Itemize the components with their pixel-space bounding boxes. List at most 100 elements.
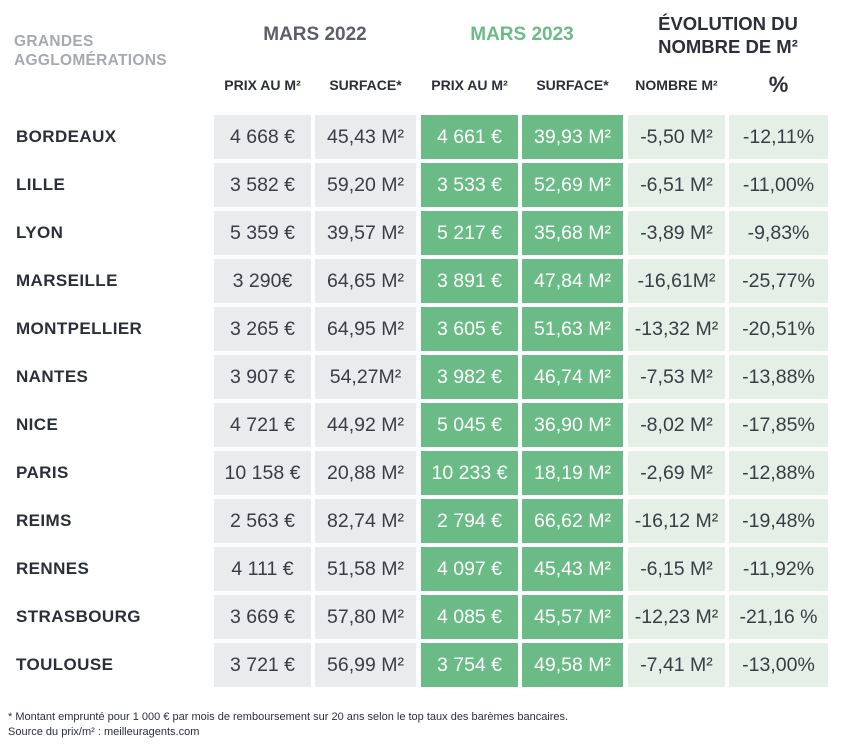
header-city-column: GRANDES AGGLOMÉRATIONS — [14, 33, 167, 69]
city-name: REIMS — [16, 511, 72, 530]
prix-2023-cell: 5 217 € — [421, 211, 518, 255]
percent-cell: -9,83% — [729, 211, 828, 255]
subheader-percent: % — [768, 72, 789, 97]
surface-2023-cell: 52,69 M² — [522, 163, 623, 207]
surface-2022-cell: 56,99 M² — [315, 643, 416, 687]
nombre-m2-cell: -7,41 M² — [628, 643, 725, 687]
table-row: MARSEILLE 3 290€ 64,65 M² 3 891 €47,84 M² -1… — [0, 259, 843, 307]
prix-2022-cell: 5 359 € — [214, 211, 311, 255]
prix-2022-cell: 2 563 € — [214, 499, 311, 543]
city-name: TOULOUSE — [16, 655, 114, 674]
table-row: NICE 4 721 €44,92 M² 5 045 €36,90 M² -8,02 … — [0, 403, 843, 451]
prix-2022-cell: 10 158 € — [214, 451, 311, 495]
table-row: REIMS 2 563 €82,74 M² 2 794 €66,62 M² -16,1… — [0, 499, 843, 547]
percent-cell: -21,16 % — [729, 595, 828, 639]
surface-2022-cell: 64,65 M² — [315, 259, 416, 303]
surface-2022-cell: 45,43 M² — [315, 115, 416, 159]
percent-cell: -12,88% — [729, 451, 828, 495]
prix-2023-cell: 4 661 € — [421, 115, 518, 159]
percent-cell: -11,00% — [729, 163, 828, 207]
prix-2022-cell: 3 721 € — [214, 643, 311, 687]
city-name: PARIS — [16, 463, 69, 482]
surface-2022-cell: 51,58 M² — [315, 547, 416, 591]
surface-2023-cell: 66,62 M² — [522, 499, 623, 543]
prix-2022-cell: 4 668 € — [214, 115, 311, 159]
prix-2023-cell: 3 533 € — [421, 163, 518, 207]
city-name: LILLE — [16, 175, 66, 194]
table-body: BORDEAUX 4 668 €45,43 M² 4 661 €39,93 M² -5… — [0, 115, 843, 691]
surface-2023-cell: 39,93 M² — [522, 115, 623, 159]
source-line: Source du prix/m² : meilleuragents.com — [8, 726, 200, 738]
percent-cell: -17,85% — [729, 403, 828, 447]
nombre-m2-cell: -6,51 M² — [628, 163, 725, 207]
surface-2022-cell: 57,80 M² — [315, 595, 416, 639]
surface-2023-cell: 51,63 M² — [522, 307, 623, 351]
percent-cell: -12,11% — [729, 115, 828, 159]
nombre-m2-cell: -16,12 M² — [628, 499, 725, 543]
surface-2022-cell: 54,27M² — [315, 355, 416, 399]
city-name: MONTPELLIER — [16, 319, 143, 338]
city-name: BORDEAUX — [16, 127, 117, 146]
prix-2022-cell: 3 265 € — [214, 307, 311, 351]
city-name: LYON — [16, 223, 64, 242]
prix-2023-cell: 10 233 € — [421, 451, 518, 495]
subheader-surface-2023: SURFACE* — [536, 77, 609, 93]
table-row: PARIS 10 158 €20,88 M² 10 233 €18,19 M² -2,… — [0, 451, 843, 499]
subheader-prix-2023: PRIX AU M² — [431, 77, 508, 93]
prix-2022-cell: 3 582 € — [214, 163, 311, 207]
subheader-surface-2022: SURFACE* — [329, 77, 402, 93]
nombre-m2-cell: -13,32 M² — [628, 307, 725, 351]
prix-2023-cell: 4 097 € — [421, 547, 518, 591]
prix-2023-cell: 4 085 € — [421, 595, 518, 639]
nombre-m2-cell: -6,15 M² — [628, 547, 725, 591]
nombre-m2-cell: -16,61M² — [628, 259, 725, 303]
header-mars-2023: MARS 2023 — [470, 24, 574, 45]
surface-2023-cell: 36,90 M² — [522, 403, 623, 447]
surface-2022-cell: 82,74 M² — [315, 499, 416, 543]
city-name: NANTES — [16, 367, 89, 386]
nombre-m2-cell: -2,69 M² — [628, 451, 725, 495]
header-evolution: ÉVOLUTION DU NOMBRE DE M² — [658, 13, 798, 57]
prix-2023-cell: 3 982 € — [421, 355, 518, 399]
prix-2023-cell: 3 891 € — [421, 259, 518, 303]
prix-2022-cell: 4 111 € — [214, 547, 311, 591]
prix-2022-cell: 4 721 € — [214, 403, 311, 447]
surface-2023-cell: 47,84 M² — [522, 259, 623, 303]
table-row: LYON 5 359 €39,57 M² 5 217 €35,68 M² -3,89 … — [0, 211, 843, 259]
percent-cell: -11,92% — [729, 547, 828, 591]
nombre-m2-cell: -7,53 M² — [628, 355, 725, 399]
table-row: MONTPELLIER 3 265 €64,95 M² 3 605 €51,63 M… — [0, 307, 843, 355]
surface-2023-cell: 18,19 M² — [522, 451, 623, 495]
percent-cell: -13,00% — [729, 643, 828, 687]
footnote-line: * Montant emprunté pour 1 000 € par mois… — [8, 711, 569, 723]
surface-2023-cell: 45,43 M² — [522, 547, 623, 591]
nombre-m2-cell: -12,23 M² — [628, 595, 725, 639]
footnote: * Montant emprunté pour 1 000 € par mois… — [8, 710, 568, 740]
city-name: MARSEILLE — [16, 271, 118, 290]
prix-2023-cell: 3 754 € — [421, 643, 518, 687]
nombre-m2-cell: -5,50 M² — [628, 115, 725, 159]
city-name: RENNES — [16, 559, 90, 578]
surface-2022-cell: 64,95 M² — [315, 307, 416, 351]
table-row: NANTES 3 907 €54,27M² 3 982 €46,74 M² -7,53… — [0, 355, 843, 403]
surface-2023-cell: 49,58 M² — [522, 643, 623, 687]
prix-2022-cell: 3 669 € — [214, 595, 311, 639]
percent-cell: -20,51% — [729, 307, 828, 351]
subheader-nombre-m2: NOMBRE M² — [635, 77, 718, 93]
surface-2022-cell: 44,92 M² — [315, 403, 416, 447]
percent-cell: -19,48% — [729, 499, 828, 543]
surface-2022-cell: 20,88 M² — [315, 451, 416, 495]
surface-2022-cell: 39,57 M² — [315, 211, 416, 255]
nombre-m2-cell: -8,02 M² — [628, 403, 725, 447]
city-name: STRASBOURG — [16, 607, 141, 626]
table-row: LILLE 3 582 €59,20 M² 3 533 €52,69 M² -6,51… — [0, 163, 843, 211]
subheader-prix-2022: PRIX AU M² — [224, 77, 301, 93]
surface-2023-cell: 46,74 M² — [522, 355, 623, 399]
city-name: NICE — [16, 415, 59, 434]
percent-cell: -13,88% — [729, 355, 828, 399]
prix-2022-cell: 3 290€ — [214, 259, 311, 303]
table-row: RENNES 4 111 €51,58 M² 4 097 €45,43 M² -6,1… — [0, 547, 843, 595]
surface-2023-cell: 45,57 M² — [522, 595, 623, 639]
prix-2022-cell: 3 907 € — [214, 355, 311, 399]
percent-cell: -25,77% — [729, 259, 828, 303]
